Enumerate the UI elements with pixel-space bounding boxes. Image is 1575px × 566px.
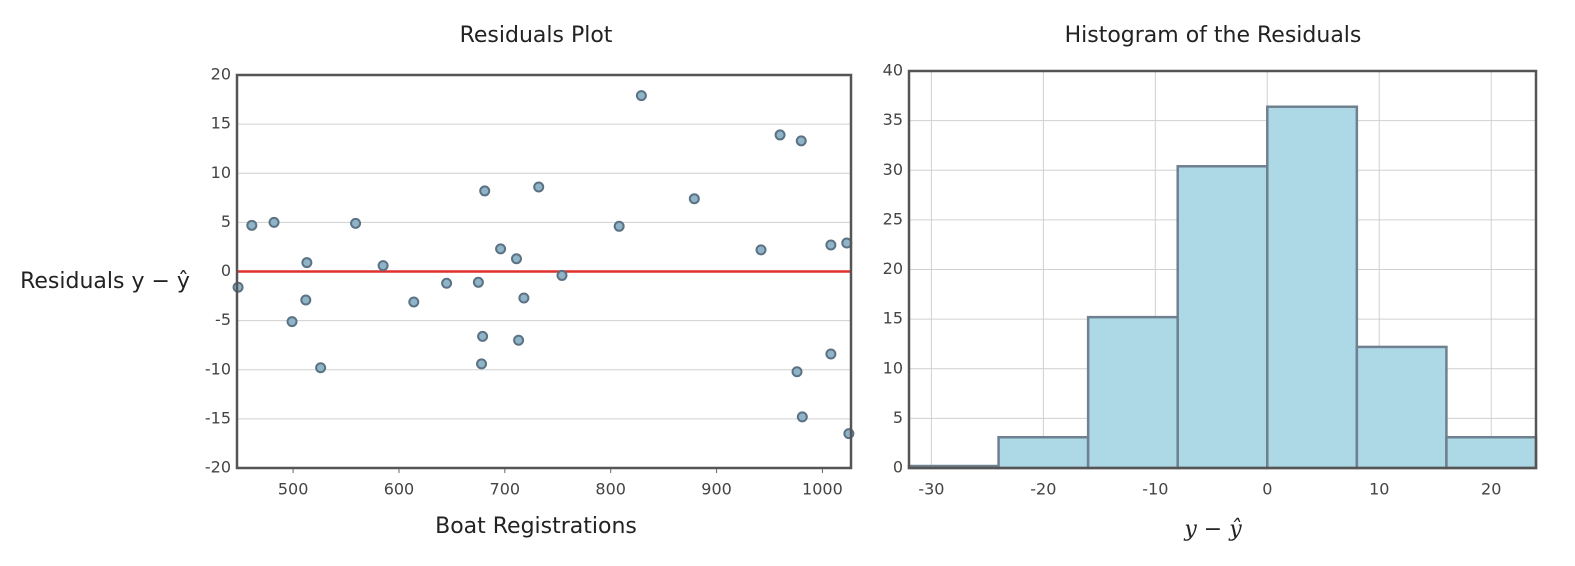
point [533, 181, 545, 193]
point [510, 253, 522, 265]
point [795, 135, 807, 147]
point [791, 366, 803, 378]
point [300, 294, 312, 306]
x-tick-label: 900 [701, 480, 732, 499]
x-tick-label: -30 [918, 480, 944, 499]
point [513, 334, 525, 346]
y-tick-label: -5 [215, 310, 231, 329]
point [613, 220, 625, 232]
y-tick-label: 10 [211, 163, 231, 182]
y-tick-label: 25 [883, 209, 903, 228]
point [286, 316, 298, 328]
point [688, 193, 700, 205]
y-tick-label: 0 [221, 261, 231, 280]
bar [1266, 105, 1359, 470]
x-tick-label: 500 [278, 480, 309, 499]
point [477, 330, 489, 342]
x-axis-label: Boat Registrations [435, 514, 637, 539]
y-tick-label: -20 [205, 458, 231, 477]
point [476, 358, 488, 370]
point [377, 260, 389, 272]
point [268, 216, 280, 228]
point [246, 219, 258, 231]
bar [1445, 435, 1538, 470]
point [796, 411, 808, 423]
y-tick-label: 20 [883, 259, 903, 278]
y-tick-label: 15 [883, 309, 903, 328]
x-tick-label: -20 [1030, 480, 1056, 499]
plot-frame [907, 69, 1538, 470]
point [315, 362, 327, 374]
y-tick-label: 30 [883, 160, 903, 179]
point [479, 185, 491, 197]
point [774, 129, 786, 141]
point [441, 277, 453, 289]
point [556, 269, 568, 281]
x-tick-label: 600 [384, 480, 415, 499]
x-axis-label: y − ŷ [1183, 517, 1242, 542]
chart-title: Residuals Plot [460, 23, 613, 48]
point [518, 292, 530, 304]
chart-title: Histogram of the Residuals [1065, 23, 1362, 48]
x-tick-label: -10 [1142, 480, 1168, 499]
point [301, 257, 313, 269]
point [635, 90, 647, 102]
bar [1355, 345, 1448, 470]
point [755, 244, 767, 256]
point [350, 217, 362, 229]
point [408, 296, 420, 308]
point [825, 239, 837, 251]
x-tick-label: 700 [490, 480, 521, 499]
x-tick-label: 0 [1262, 480, 1272, 499]
x-tick-label: 10 [1369, 480, 1389, 499]
y-axis-label: Residuals y − ŷ [20, 269, 190, 294]
y-tick-label: -10 [205, 359, 231, 378]
y-tick-label: 20 [211, 65, 231, 84]
y-tick-label: -15 [205, 408, 231, 427]
y-tick-label: 5 [893, 408, 903, 427]
plot-frame [235, 73, 853, 470]
y-tick-label: 35 [883, 110, 903, 129]
bar [997, 435, 1090, 470]
bar [1176, 165, 1269, 470]
y-tick-label: 5 [221, 212, 231, 231]
point [495, 243, 507, 255]
y-tick-label: 0 [893, 458, 903, 477]
bar [1086, 315, 1179, 470]
y-tick-label: 10 [883, 358, 903, 377]
x-tick-label: 800 [595, 480, 626, 499]
point [825, 348, 837, 360]
x-tick-label: 1000 [802, 480, 843, 499]
x-tick-label: 20 [1481, 480, 1501, 499]
y-tick-label: 40 [883, 61, 903, 80]
point [472, 276, 484, 288]
y-tick-label: 15 [211, 114, 231, 133]
